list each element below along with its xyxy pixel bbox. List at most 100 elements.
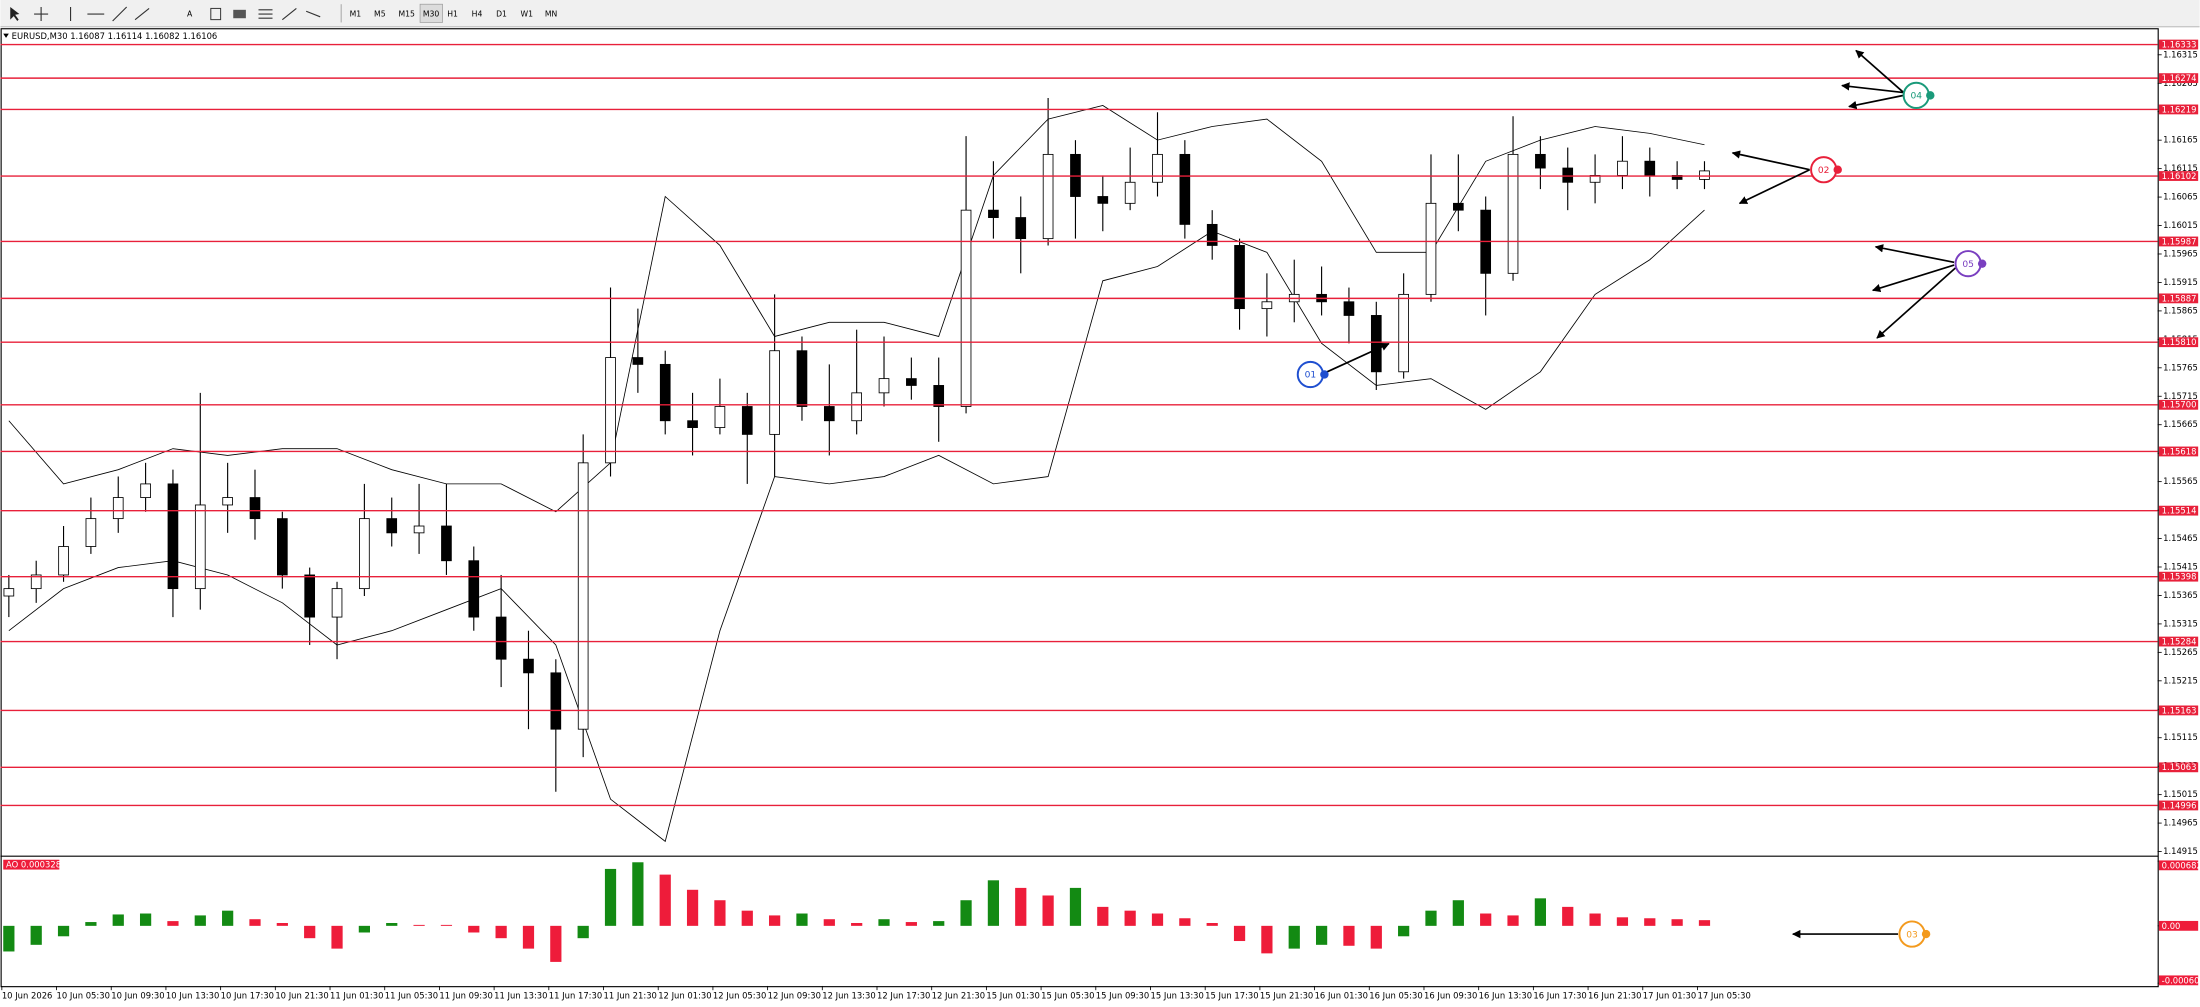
- ao-bar: [1616, 917, 1629, 926]
- candle-body: [523, 658, 534, 674]
- cursor-tool[interactable]: [10, 7, 20, 22]
- x-tick-label: 15 Jun 01:30: [986, 990, 1039, 1000]
- x-tick-label: 12 Jun 17:30: [877, 990, 930, 1000]
- y-tick-label: 1.15665: [2163, 419, 2198, 429]
- candle-body: [359, 518, 370, 590]
- ao-bar: [30, 925, 42, 945]
- ao-bar: [741, 910, 753, 926]
- level-label: 1.16102: [2162, 171, 2197, 181]
- x-tick-label: 12 Jun 09:30: [768, 990, 821, 1000]
- candle-body: [632, 357, 644, 365]
- timeframe-button[interactable]: H4: [472, 10, 483, 19]
- marker-dot: [1320, 370, 1329, 379]
- timeframe-button[interactable]: M1: [350, 10, 362, 19]
- level-label-bg: [2158, 104, 2199, 115]
- arrow: [1871, 264, 1955, 293]
- ao-bar: [714, 900, 726, 926]
- x-tick-label: 17 Jun 05:30: [1697, 990, 1750, 1000]
- candle-body: [1507, 153, 1519, 274]
- candle-body: [659, 363, 671, 422]
- timeframe-button[interactable]: M15: [398, 10, 415, 19]
- x-tick-label: 11 Jun 09:30: [439, 990, 492, 1000]
- marker-dot: [1977, 259, 1987, 268]
- x-tick-label: 11 Jun 17:30: [549, 990, 602, 1000]
- level-label: 1.15987: [2162, 236, 2197, 246]
- timeframe-button[interactable]: D1: [496, 10, 507, 19]
- ao-bar: [440, 924, 453, 926]
- candle-body: [1097, 196, 1109, 204]
- candle-body: [1562, 167, 1574, 183]
- ao-y-tick-label: 0.00: [2162, 921, 2181, 931]
- ao-bar: [167, 921, 179, 926]
- candle-body: [1152, 153, 1163, 183]
- y-tick-label: 1.15965: [2163, 248, 2198, 258]
- arrow: [1874, 244, 1955, 264]
- candle-body: [851, 392, 862, 422]
- x-tick-label: 10 Jun 21:30: [275, 990, 328, 1000]
- candle-body: [495, 616, 507, 660]
- candle-body: [796, 350, 808, 407]
- ao-bar: [1097, 906, 1109, 926]
- y-tick-label: 1.15415: [2163, 561, 2198, 571]
- ao-bar: [1261, 925, 1273, 954]
- candle-body: [30, 574, 42, 590]
- ao-bar: [1507, 915, 1519, 926]
- ao-bar: [1343, 925, 1355, 946]
- x-tick-label: 16 Jun 09:30: [1424, 990, 1477, 1000]
- ao-bar: [577, 925, 589, 939]
- level-label-bg: [2158, 505, 2199, 516]
- timeframe-button[interactable]: M30: [423, 10, 440, 19]
- ao-bar: [304, 925, 316, 939]
- timeframe-button[interactable]: W1: [520, 10, 533, 19]
- candle-body: [933, 385, 945, 407]
- candle-body: [112, 497, 124, 520]
- annotation-02: 02: [1731, 150, 1842, 205]
- marker-dot: [1833, 165, 1842, 174]
- y-tick-label: 1.15465: [2163, 533, 2198, 543]
- ao-label: AO 0.000328: [6, 860, 61, 870]
- candle-body: [1042, 153, 1054, 240]
- ao-label-bg: [3, 859, 60, 870]
- candle-body: [331, 588, 343, 618]
- ao-bar: [276, 923, 288, 926]
- ao-bar: [85, 922, 97, 926]
- annotation-label: 04: [1910, 92, 1922, 102]
- text-tool[interactable]: A: [187, 10, 193, 19]
- ao-bar: [413, 924, 425, 926]
- x-tick-label: 12 Jun 13:30: [822, 990, 875, 1000]
- x-tick-label: 15 Jun 05:30: [1041, 990, 1094, 1000]
- crosshair-tool[interactable]: [34, 7, 49, 22]
- ao-bar: [1671, 919, 1683, 926]
- x-tick-label: 16 Jun 13:30: [1479, 990, 1532, 1000]
- candle-body: [988, 209, 999, 218]
- ao-tick-bg: [2158, 860, 2199, 871]
- line-tools[interactable]: [69, 6, 150, 22]
- timeframe-button[interactable]: M5: [374, 10, 386, 19]
- bollinger-band: [8, 105, 1705, 513]
- x-tick-label: 10 Jun 13:30: [166, 990, 219, 1000]
- annotation-03: 03: [1791, 920, 1931, 948]
- ao-bar: [960, 900, 972, 926]
- candle-body: [167, 483, 179, 590]
- timeframe-button[interactable]: H1: [447, 10, 458, 19]
- annotation-label: 01: [1305, 371, 1317, 381]
- candle-body: [386, 518, 398, 534]
- timeframe-button[interactable]: MN: [545, 10, 557, 19]
- level-label: 1.15163: [2162, 705, 2197, 715]
- shape-tool[interactable]: [233, 9, 246, 19]
- collapse-icon[interactable]: [3, 33, 9, 38]
- ao-bar: [659, 874, 671, 926]
- marker-dot: [1926, 91, 1935, 100]
- ao-bar: [632, 862, 644, 926]
- ao-bar: [1589, 913, 1601, 926]
- ao-bar: [1534, 898, 1546, 926]
- y-tick-label: 1.15015: [2163, 789, 2198, 799]
- x-tick-label: 15 Jun 17:30: [1205, 990, 1258, 1000]
- level-label: 1.15810: [2162, 337, 2197, 347]
- label-tool[interactable]: [210, 7, 222, 21]
- ao-bar: [1425, 910, 1437, 926]
- candle-body: [1015, 217, 1027, 240]
- level-label-bg: [2158, 73, 2199, 84]
- ao-bar: [1644, 918, 1656, 926]
- fibo-tools[interactable]: [258, 7, 321, 21]
